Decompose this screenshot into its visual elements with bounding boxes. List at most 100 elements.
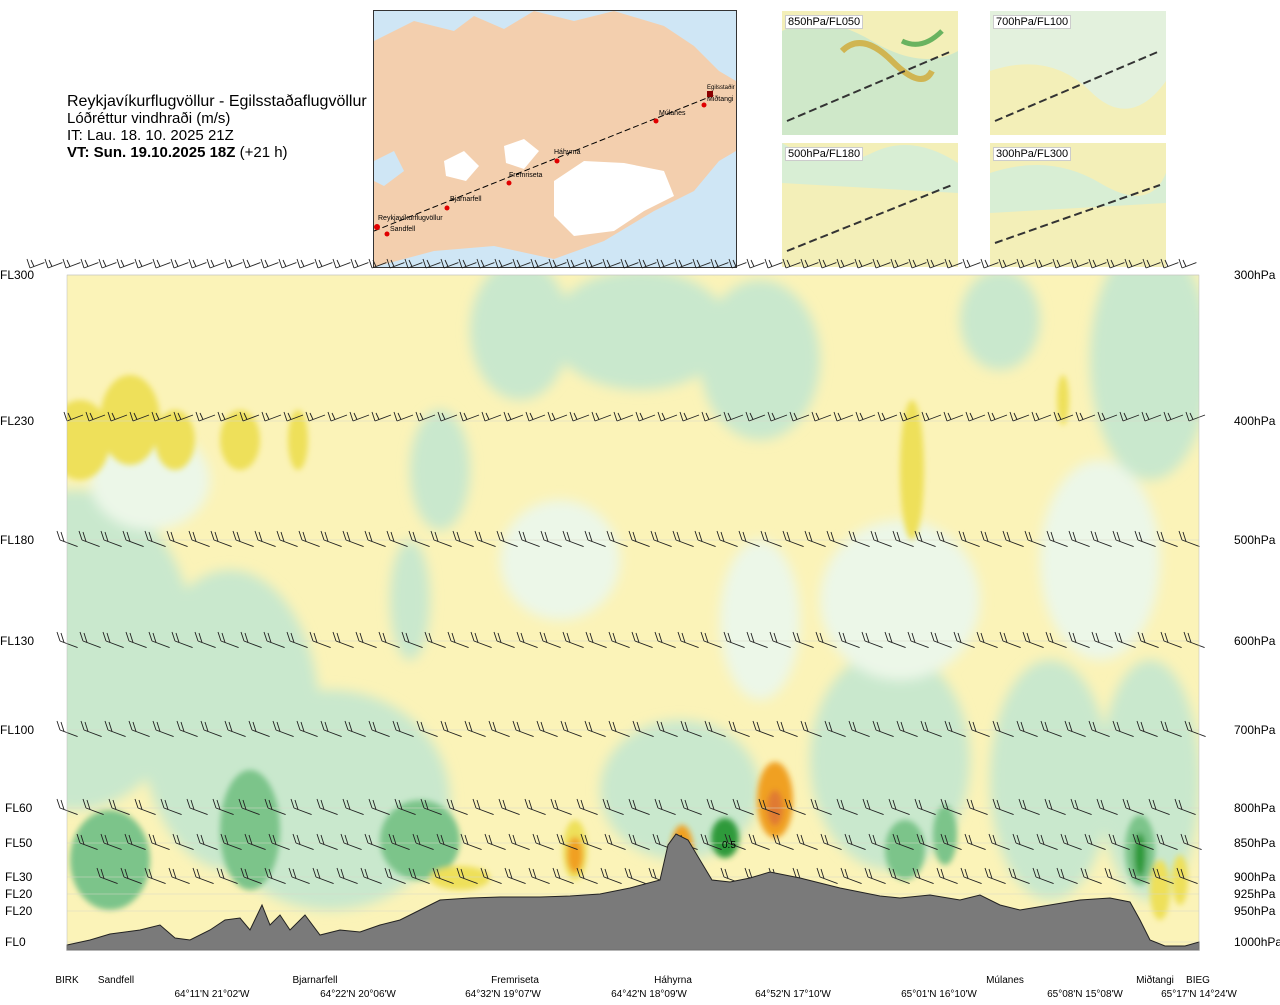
wind-barb [584, 720, 606, 738]
wind-barb [200, 720, 222, 738]
wind-barb [960, 867, 982, 885]
wind-barb [892, 833, 914, 851]
wind-barb [173, 411, 194, 422]
wind-barb [936, 530, 958, 548]
velocity-contour [810, 650, 970, 870]
flight-level-label: FL50 [5, 836, 33, 850]
wind-barb [1136, 720, 1158, 738]
wind-barb [1080, 867, 1102, 885]
velocity-contour [1100, 660, 1199, 900]
wind-barb [512, 720, 534, 738]
flight-level-label: FL300 [0, 268, 35, 282]
wind-barb [260, 258, 279, 269]
wind-barbs [26, 258, 1206, 885]
wind-barb [1106, 258, 1125, 269]
wind-barb [562, 530, 584, 548]
wind-barb [692, 258, 711, 269]
inset-300hpa: 300hPa/FL300 [990, 143, 1166, 267]
wind-barb [710, 258, 729, 269]
wind-barb [792, 631, 814, 649]
wind-barb [1034, 258, 1053, 269]
wind-barb [926, 258, 945, 269]
wind-barb [816, 867, 838, 885]
wind-barb [976, 631, 998, 649]
inset-850-svg [782, 11, 958, 135]
wind-barb [820, 833, 842, 851]
velocity-contour [820, 520, 980, 680]
wind-barb [796, 833, 818, 851]
wind-barb [290, 798, 312, 816]
wind-barb [916, 833, 938, 851]
inset-850hpa: 850hPa/FL050 [782, 11, 958, 135]
wind-barb [355, 631, 377, 649]
waypoint-coordinate: 65°17'N 14°24'W [1161, 989, 1237, 1000]
velocity-contour [288, 410, 308, 470]
wind-barb [518, 530, 540, 548]
wind-barb [1036, 833, 1058, 851]
waypoint-name: BIRK [55, 975, 79, 986]
wind-barb [254, 530, 276, 548]
wind-barb [320, 530, 342, 548]
wind-barb [422, 258, 441, 269]
wind-barb [268, 833, 290, 851]
wind-barb [862, 798, 884, 816]
pressure-level-label: 800hPa [1234, 801, 1276, 815]
wind-barb [320, 720, 342, 738]
wind-barb [217, 411, 238, 422]
wind-barb [672, 530, 694, 548]
wind-barb [1064, 720, 1086, 738]
pressure-level-label: 950hPa [1234, 904, 1276, 918]
wind-barb [176, 720, 198, 738]
wind-barb [848, 530, 870, 548]
wind-barb [292, 833, 314, 851]
wind-barb [965, 411, 986, 422]
wind-barb [240, 631, 262, 649]
wind-barb [224, 720, 246, 738]
wind-barb [694, 530, 716, 548]
chart-header: Reykjavíkurflugvöllur - Egilsstaðaflugvö… [67, 93, 367, 161]
wind-barb [480, 867, 502, 885]
wind-barb [631, 631, 653, 649]
wind-barb [650, 530, 672, 548]
wind-barb [1148, 798, 1170, 816]
wind-barb [700, 833, 722, 851]
wind-barb [508, 833, 530, 851]
wind-barb [988, 833, 1010, 851]
wind-barb [368, 258, 387, 269]
wind-barb [171, 631, 193, 649]
wind-barb [116, 258, 135, 269]
wind-barb [56, 530, 78, 548]
wind-barb [332, 631, 354, 649]
wind-barb [384, 867, 406, 885]
waypoint-name: Miðtangi [1136, 975, 1174, 986]
wind-barb [604, 833, 626, 851]
waypoint-name: Fremriseta [491, 975, 539, 986]
wind-barb [44, 258, 63, 269]
wind-barb [1016, 258, 1035, 269]
wind-barb [168, 867, 190, 885]
issue-time: IT: Lau. 18. 10. 2025 21Z [67, 127, 234, 144]
wind-barb [539, 631, 561, 649]
wind-barb [600, 867, 622, 885]
wind-barb [624, 867, 646, 885]
svg-text:Miðtangi: Miðtangi [707, 95, 734, 103]
flight-level-label: FL20 [5, 904, 33, 918]
wind-barb [1090, 530, 1112, 548]
wind-barb [532, 833, 554, 851]
wind-barb [602, 258, 621, 269]
wind-barb [804, 530, 826, 548]
velocity-contour [1172, 855, 1188, 905]
wind-barb [940, 798, 962, 816]
wind-barb [305, 411, 326, 422]
wind-barb [76, 833, 98, 851]
wind-barb [437, 411, 458, 422]
wind-barb [1178, 530, 1200, 548]
waypoint-name: Bjarnarfell [292, 975, 338, 986]
wind-barb [217, 631, 239, 649]
wind-barb [890, 258, 909, 269]
wind-barb [283, 411, 304, 422]
wind-barb [888, 798, 910, 816]
velocity-contour [550, 275, 730, 390]
inset-700-label: 700hPa/FL100 [993, 15, 1072, 29]
wind-barb [732, 798, 754, 816]
